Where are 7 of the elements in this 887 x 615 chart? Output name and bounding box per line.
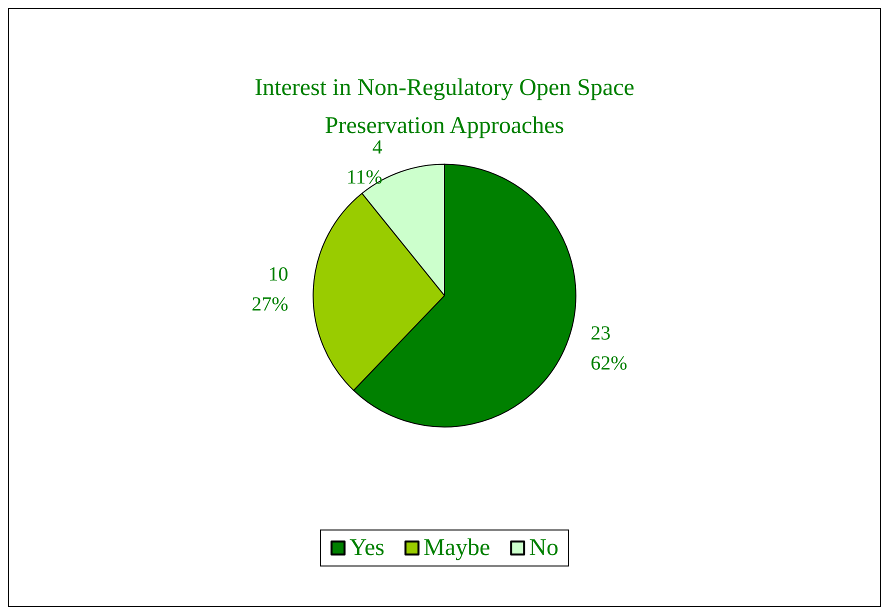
legend-label: No <box>529 535 558 561</box>
chart-title: Interest in Non-Regulatory Open Space Preservation Approaches <box>254 75 634 139</box>
legend-label: Yes <box>350 535 384 561</box>
legend-label: Maybe <box>423 535 490 561</box>
data-label: 23 62% <box>590 322 628 374</box>
data-label: 4 11% <box>346 136 382 188</box>
data-label: 10 27% <box>252 264 288 316</box>
